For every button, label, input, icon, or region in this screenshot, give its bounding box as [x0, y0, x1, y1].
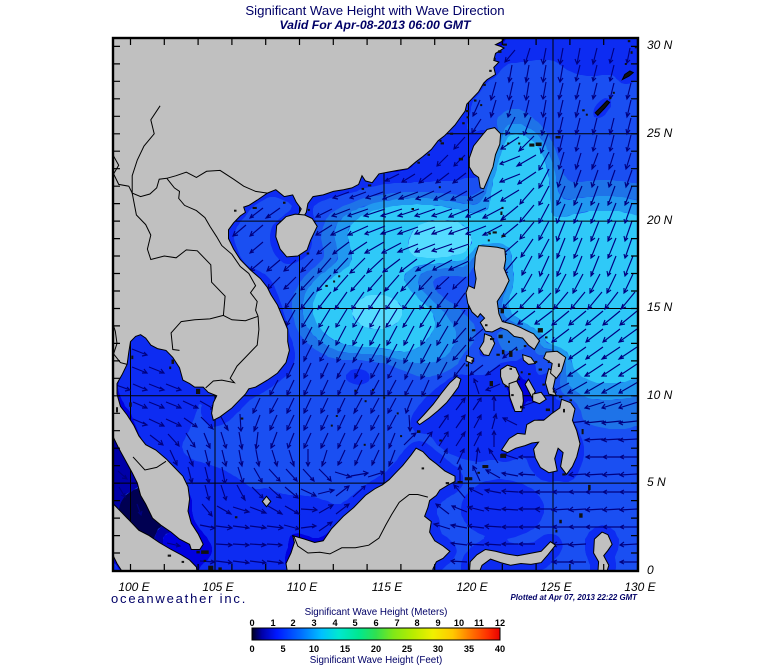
svg-text:125 E: 125 E	[540, 580, 572, 594]
svg-text:25: 25	[402, 644, 412, 654]
svg-text:Plotted at Apr 07, 2013 22:22: Plotted at Apr 07, 2013 22:22 GMT	[511, 593, 639, 602]
svg-text:5: 5	[352, 618, 357, 628]
svg-text:oceanweather inc.: oceanweather inc.	[111, 591, 247, 606]
svg-text:40: 40	[495, 644, 505, 654]
svg-text:2: 2	[290, 618, 295, 628]
svg-text:1: 1	[270, 618, 275, 628]
svg-text:115 E: 115 E	[372, 580, 403, 594]
svg-text:0: 0	[249, 618, 254, 628]
svg-text:30 N: 30 N	[647, 38, 673, 52]
svg-text:12: 12	[495, 618, 505, 628]
svg-text:8: 8	[414, 618, 419, 628]
svg-text:6: 6	[373, 618, 378, 628]
svg-text:5: 5	[280, 644, 285, 654]
svg-text:100 E: 100 E	[118, 580, 150, 594]
svg-text:120 E: 120 E	[456, 580, 488, 594]
svg-text:35: 35	[464, 644, 474, 654]
svg-text:110 E: 110 E	[287, 580, 318, 594]
svg-text:10: 10	[454, 618, 464, 628]
svg-text:130 E: 130 E	[624, 580, 656, 594]
svg-text:4: 4	[332, 618, 338, 628]
svg-text:Significant Wave Height with W: Significant Wave Height with Wave Direct…	[245, 3, 504, 18]
svg-text:Significant Wave Height (Meter: Significant Wave Height (Meters)	[305, 607, 448, 618]
svg-text:Valid For Apr-08-2013 06:00 GM: Valid For Apr-08-2013 06:00 GMT	[279, 18, 472, 32]
svg-text:15: 15	[340, 644, 350, 654]
svg-text:11: 11	[474, 618, 484, 628]
svg-text:10: 10	[309, 644, 319, 654]
svg-text:5 N: 5 N	[647, 475, 666, 489]
svg-text:20 N: 20 N	[646, 213, 673, 227]
svg-text:15 N: 15 N	[647, 300, 673, 314]
svg-text:7: 7	[394, 618, 399, 628]
svg-text:105 E: 105 E	[202, 580, 234, 594]
svg-text:Significant Wave Height (Feet): Significant Wave Height (Feet)	[310, 655, 443, 665]
svg-text:9: 9	[435, 618, 440, 628]
svg-text:30: 30	[433, 644, 443, 654]
svg-text:10 N: 10 N	[647, 388, 673, 402]
svg-text:0: 0	[249, 644, 254, 654]
svg-text:0: 0	[647, 563, 654, 577]
svg-text:25 N: 25 N	[646, 126, 673, 140]
svg-text:3: 3	[311, 618, 316, 628]
svg-text:20: 20	[371, 644, 381, 654]
